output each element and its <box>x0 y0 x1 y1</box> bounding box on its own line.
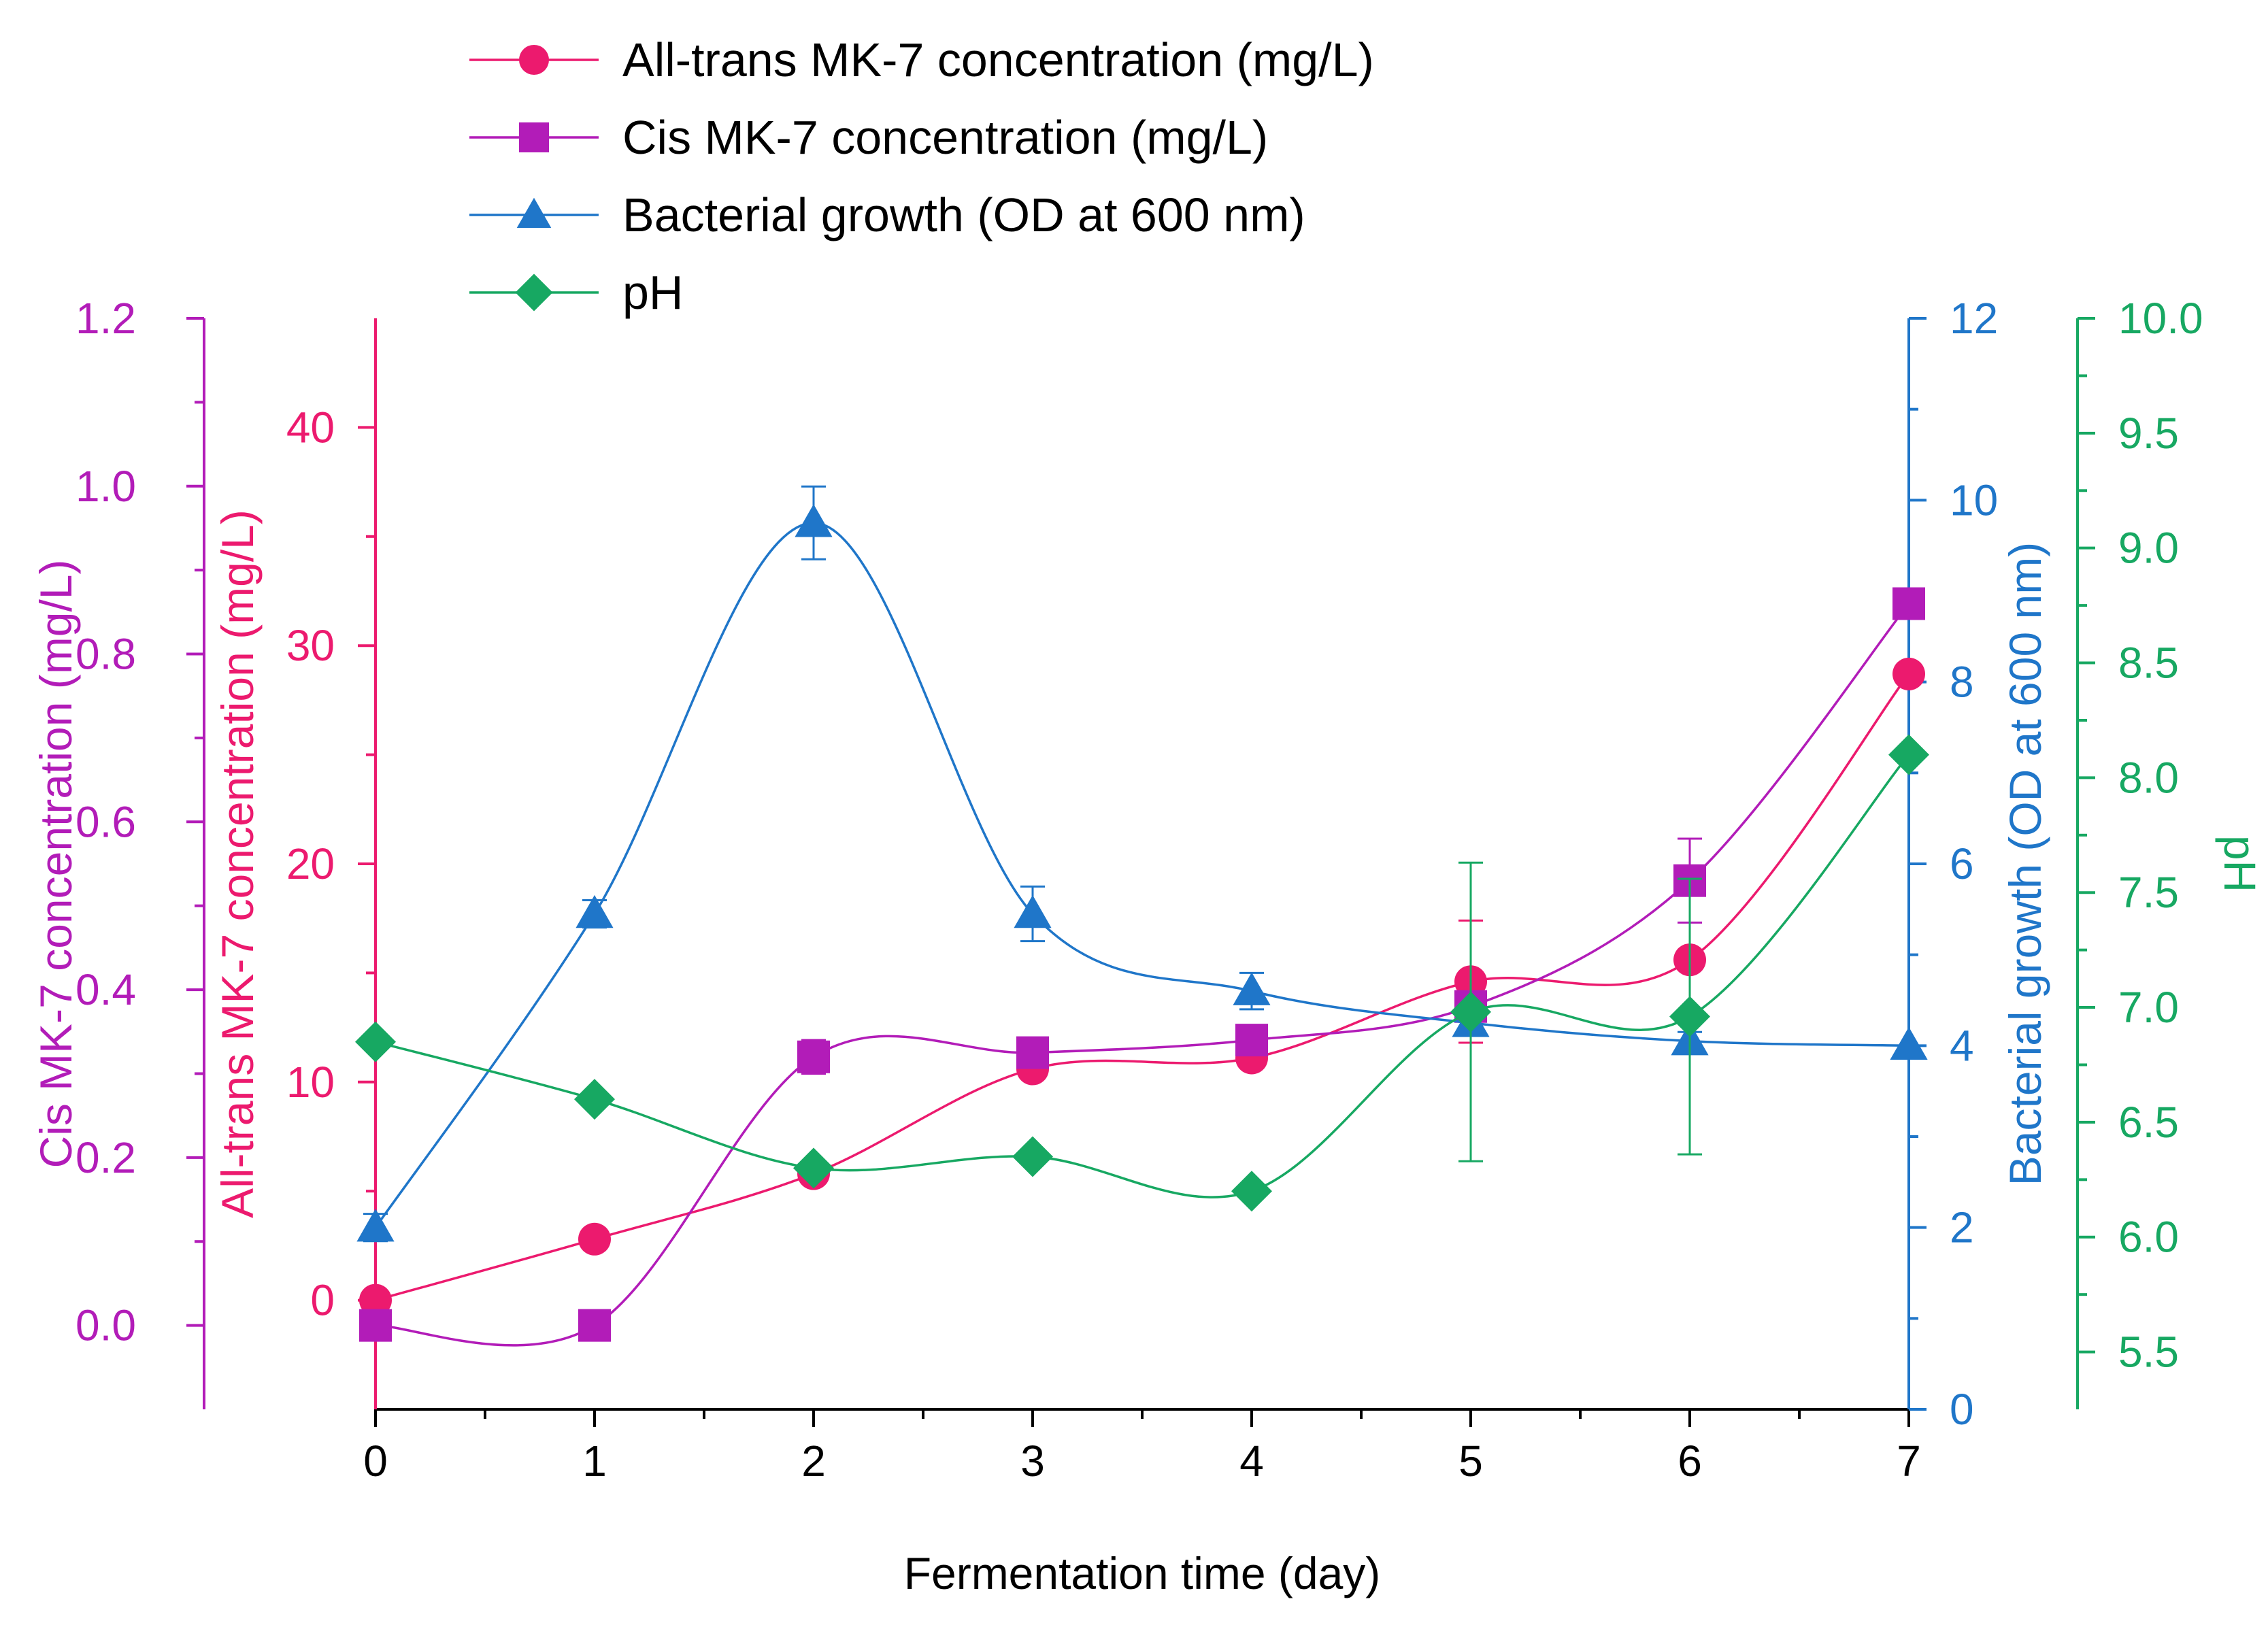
y-tick-label: 0 <box>1950 1385 1974 1434</box>
x-axis-title: Fermentation time (day) <box>904 1548 1381 1598</box>
y-tick-label: 9.0 <box>2118 524 2179 573</box>
data-point <box>1450 991 1491 1033</box>
y-tick-label: 4 <box>1950 1021 1974 1070</box>
y-tick-label: 5.5 <box>2118 1328 2179 1377</box>
y-tick-label: 7.5 <box>2118 868 2179 917</box>
data-point <box>1892 657 1925 690</box>
y-tick-label: 8.0 <box>2118 753 2179 802</box>
y-tick-label: 10.0 <box>2118 294 2203 343</box>
y-tick-label: 8.5 <box>2118 639 2179 688</box>
y-tick-label: 2 <box>1950 1203 1974 1252</box>
y-tick-label: 10 <box>1950 475 1998 524</box>
data-point <box>578 1222 611 1256</box>
y-tick-label: 7.0 <box>2118 983 2179 1032</box>
x-tick-label: 1 <box>582 1437 607 1486</box>
data-point <box>1231 1171 1272 1212</box>
y-axis-title: pH <box>2215 835 2265 892</box>
data-point <box>519 45 549 75</box>
y-tick-label: 6 <box>1950 839 1974 888</box>
y-tick-label: 0.6 <box>76 797 136 846</box>
data-point <box>1012 1136 1053 1177</box>
y-axis-title: All-trans MK-7 concentration (mg/L) <box>212 509 263 1218</box>
data-point <box>1014 894 1052 928</box>
data-point <box>1016 1036 1049 1069</box>
y-axis-ph: 5.5 6.0 6.5 7.0 7.5 8.0 8.5 9.0 9.5 10.0 pH <box>2076 294 2265 1409</box>
data-point <box>1892 587 1925 620</box>
y-tick-label: 10 <box>286 1058 335 1107</box>
y-axis-title: Bacterial growth (OD at 600 nm) <box>2000 542 2050 1186</box>
x-tick-label: 0 <box>363 1437 388 1486</box>
y-axis-cis: 0.0 0.2 0.4 0.6 0.8 1.0 1.2 Cis MK-7 concentrat… <box>31 294 205 1409</box>
data-point <box>1235 1024 1268 1057</box>
x-tick-label: 6 <box>1678 1437 1702 1486</box>
y-tick-label: 12 <box>1950 294 1998 343</box>
y-tick-label: 6.0 <box>2118 1213 2179 1262</box>
data-point <box>1890 1026 1928 1060</box>
y-tick-label: 0.8 <box>76 630 136 679</box>
y-tick-label: 1.0 <box>76 462 136 511</box>
x-tick-label: 7 <box>1897 1437 1921 1486</box>
legend-label: pH <box>622 266 683 319</box>
data-point <box>574 1079 615 1120</box>
legend-label: Bacterial growth (OD at 600 nm) <box>622 188 1305 241</box>
y-tick-label: 0.2 <box>76 1133 136 1182</box>
data-point <box>1669 996 1710 1037</box>
data-point <box>515 273 553 312</box>
series-line <box>375 673 1910 1302</box>
x-tick-label: 3 <box>1020 1437 1045 1486</box>
x-tick-label: 4 <box>1239 1437 1264 1486</box>
x-axis: 0 1 2 3 4 5 6 7 Fermentation time (day) <box>363 1408 1921 1598</box>
y-tick-label: 6.5 <box>2118 1098 2179 1147</box>
data-point <box>356 1209 395 1242</box>
y-tick-label: 9.5 <box>2118 409 2179 458</box>
y-tick-label: 40 <box>286 403 335 452</box>
legend-label: All-trans MK-7 concentration (mg/L) <box>622 33 1374 86</box>
data-point <box>578 1309 611 1342</box>
y-tick-label: 30 <box>286 621 335 670</box>
data-point <box>355 1021 396 1062</box>
y-tick-label: 0.4 <box>76 965 136 1014</box>
legend-label: Cis MK-7 concentration (mg/L) <box>622 111 1268 164</box>
data-point <box>519 122 549 152</box>
legend: All-trans MK-7 concentration (mg/L) Cis M… <box>469 33 1374 319</box>
y-axis-trans: 0 10 20 30 40 All-trans MK-7 concentration (m… <box>212 318 377 1409</box>
data-point <box>576 894 614 928</box>
x-tick-label: 5 <box>1458 1437 1483 1486</box>
y-tick-label: 0 <box>310 1276 335 1325</box>
data-point <box>795 504 833 537</box>
y-tick-label: 8 <box>1950 658 1974 707</box>
y-tick-label: 20 <box>286 839 335 888</box>
data-point <box>797 1040 830 1073</box>
data-point <box>359 1309 392 1342</box>
data-point <box>1233 972 1271 1005</box>
y-axis-title: Cis MK-7 concentration (mg/L) <box>31 560 81 1169</box>
y-tick-label: 1.2 <box>76 294 136 343</box>
data-point <box>793 1147 834 1189</box>
data-point <box>516 197 552 228</box>
series-od <box>356 485 1928 1243</box>
y-axis-od: 0 2 4 6 8 10 12 Bacterial growth (OD at 600 nm) <box>1907 294 2050 1434</box>
series-ph <box>355 734 1929 1212</box>
data-point <box>1888 734 1929 775</box>
x-tick-label: 2 <box>801 1437 826 1486</box>
y-tick-label: 0.0 <box>76 1301 136 1350</box>
data-point <box>359 1284 392 1317</box>
